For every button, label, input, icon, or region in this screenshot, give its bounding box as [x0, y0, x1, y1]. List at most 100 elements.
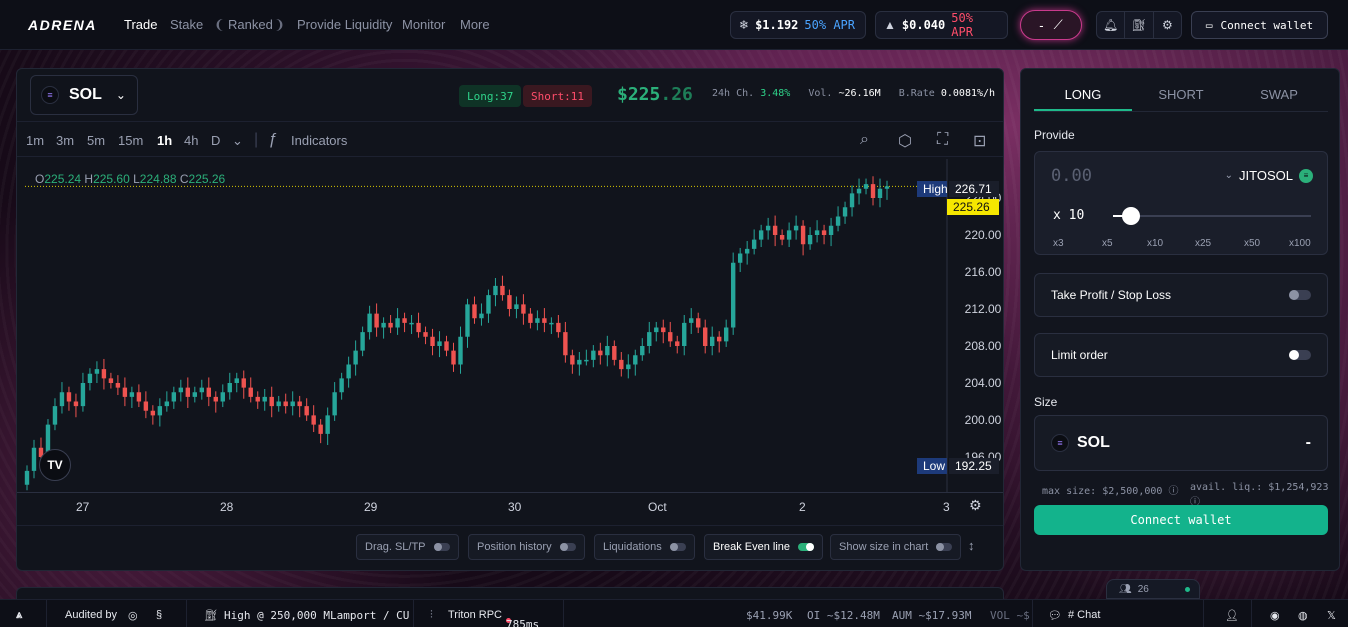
indicators-button[interactable]: Indicators: [291, 133, 348, 148]
candle-body: [164, 401, 170, 407]
bell-icon[interactable]: 🔔︎: [1097, 12, 1126, 38]
candle-body: [276, 401, 281, 407]
nav-trade[interactable]: Trade: [124, 17, 158, 32]
ottersec-icon[interactable]: ◎: [128, 610, 138, 622]
amount-input[interactable]: 0.00: [1051, 166, 1092, 186]
rpc-name[interactable]: Triton RPC: [448, 609, 502, 621]
tpsl-label: Take Profit / Stop Loss: [1051, 288, 1172, 302]
nav-more[interactable]: More: [460, 17, 490, 32]
candle-body: [311, 415, 316, 425]
lev-mark[interactable]: x25: [1195, 238, 1212, 249]
lev-mark[interactable]: x5: [1102, 238, 1113, 249]
timeframe-chevron-icon[interactable]: ⌄: [232, 133, 243, 148]
adx-price-pill[interactable]: ❄ $1.192 50% APR: [730, 11, 866, 39]
low-tag-value: 192.25: [949, 458, 999, 474]
nav-monitor[interactable]: Monitor: [402, 17, 446, 32]
limit-order-toggle-row[interactable]: Limit order: [1034, 333, 1328, 377]
timeframe-1h[interactable]: 1h: [157, 133, 173, 148]
candlestick-chart[interactable]: 224.00220.00216.00212.00208.00204.00200.…: [17, 159, 1004, 492]
connect-wallet-header-button[interactable]: ▭ Connect wallet: [1191, 11, 1328, 39]
switch: [559, 543, 576, 551]
borrow-rate-label: B.Rate: [898, 88, 935, 99]
fullscreen-icon[interactable]: ⛶: [937, 131, 949, 148]
collateral-token-selector[interactable]: ⌄ JITOSOL ≡: [1225, 168, 1313, 183]
limit-order-switch[interactable]: [1289, 350, 1311, 360]
candle-body: [612, 346, 617, 360]
lev-mark[interactable]: x10: [1147, 238, 1164, 249]
candle-body: [772, 225, 778, 235]
auditor-shield-icon[interactable]: §: [156, 609, 163, 621]
candle-body: [696, 318, 701, 328]
price-tick: 216.00: [965, 265, 1002, 279]
timeframe-4h[interactable]: 4h: [184, 133, 199, 148]
tab-long[interactable]: LONG: [1034, 83, 1132, 111]
candle-body: [255, 396, 260, 402]
candle-body: [360, 332, 365, 351]
timeframe-1m[interactable]: 1m: [26, 133, 45, 148]
timeframe-5m[interactable]: 5m: [87, 133, 106, 148]
discord-icon[interactable]: ◍: [1298, 610, 1308, 622]
slider-fill: [1113, 215, 1130, 217]
toggle-liquidations[interactable]: Liquidations: [594, 534, 695, 560]
tab-short[interactable]: SHORT: [1158, 87, 1204, 102]
timeframe-15m[interactable]: 15m: [118, 133, 144, 148]
mutagen-button[interactable]: - ⟋: [1020, 10, 1082, 40]
tradingview-logo[interactable]: TV: [39, 449, 71, 481]
user-icon[interactable]: 👤︎: [1225, 610, 1239, 622]
lev-mark[interactable]: x3: [1053, 238, 1064, 249]
timeframe-d[interactable]: D: [211, 133, 221, 148]
priority-fee[interactable]: High @ 250,000 MLamport / CU: [224, 609, 410, 622]
camera-icon[interactable]: ⊡: [973, 133, 987, 150]
timeframe-3m[interactable]: 3m: [56, 133, 75, 148]
nav-provide-liquidity[interactable]: Provide Liquidity: [297, 17, 393, 32]
candle-body: [402, 318, 407, 323]
connect-wallet-button[interactable]: Connect wallet: [1034, 505, 1328, 535]
toggle-label: Position history: [477, 541, 552, 553]
candle-body: [59, 392, 65, 407]
market-selector[interactable]: ≡ SOL ⌄: [30, 75, 138, 115]
github-icon[interactable]: ◉: [1270, 610, 1280, 622]
leverage-slider[interactable]: [1113, 207, 1311, 225]
toggle-position-history[interactable]: Position history: [468, 534, 585, 560]
tpsl-switch[interactable]: [1289, 290, 1311, 300]
lev-mark[interactable]: x100: [1289, 238, 1311, 249]
toggle-break-even-line[interactable]: Break Even line: [704, 534, 824, 560]
candle-body: [591, 350, 596, 360]
alp-price-pill[interactable]: ▲ $0.040 50% APR: [875, 11, 1008, 39]
tpsl-toggle-row[interactable]: Take Profit / Stop Loss: [1034, 273, 1328, 317]
max-size-text: max size: $2,500,000: [1042, 486, 1163, 497]
settings-hex-icon[interactable]: ⬡: [898, 133, 912, 150]
toggle-show-size[interactable]: Show size in chart: [830, 534, 962, 560]
x-twitter-icon[interactable]: 𝕏: [1327, 610, 1336, 622]
change-label: 24h Ch.: [712, 88, 755, 99]
candle-body: [814, 230, 820, 235]
chat-button[interactable]: # Chat: [1068, 609, 1101, 621]
trade-panel: LONG SHORT SWAP Provide 0.00 ⌄ JITOSOL ≡…: [1020, 68, 1340, 571]
resize-handle-icon[interactable]: ↕: [968, 538, 975, 553]
high-tag-value: 226.71: [949, 181, 999, 197]
candle-body: [884, 186, 890, 189]
slider-knob[interactable]: [1122, 207, 1140, 225]
adrena-mini-logo-icon[interactable]: ⩓: [16, 609, 23, 621]
toggle-drag-sltp[interactable]: Drag. SL/TP: [356, 534, 459, 560]
nav-ranked[interactable]: Ranked: [228, 17, 273, 32]
switch: [433, 543, 450, 551]
candle-body: [500, 285, 505, 296]
online-users[interactable]: 👥︎ 26: [1106, 579, 1200, 599]
candle-body: [171, 392, 177, 402]
nav-stake[interactable]: Stake: [170, 17, 204, 32]
fuel-icon[interactable]: ⛽︎: [1125, 12, 1154, 38]
candle-body: [388, 322, 393, 328]
lev-mark[interactable]: x50: [1244, 238, 1261, 249]
gear-icon[interactable]: ⚙︎: [1161, 18, 1173, 32]
alp-apr: 50% APR: [951, 11, 973, 39]
tab-swap[interactable]: SWAP: [1260, 87, 1298, 102]
candle-body: [227, 383, 232, 393]
axis-settings-icon[interactable]: ⚙︎: [969, 497, 982, 513]
candle-body: [486, 295, 491, 314]
date-tick: 2: [799, 500, 806, 514]
adrena-logo[interactable]: ADRENA: [28, 17, 97, 33]
size-label: Size: [1034, 395, 1058, 409]
zoom-icon[interactable]: ⌕: [860, 131, 869, 148]
avail-liquidity-text: avail. liq.: $1,254,923: [1190, 482, 1329, 493]
